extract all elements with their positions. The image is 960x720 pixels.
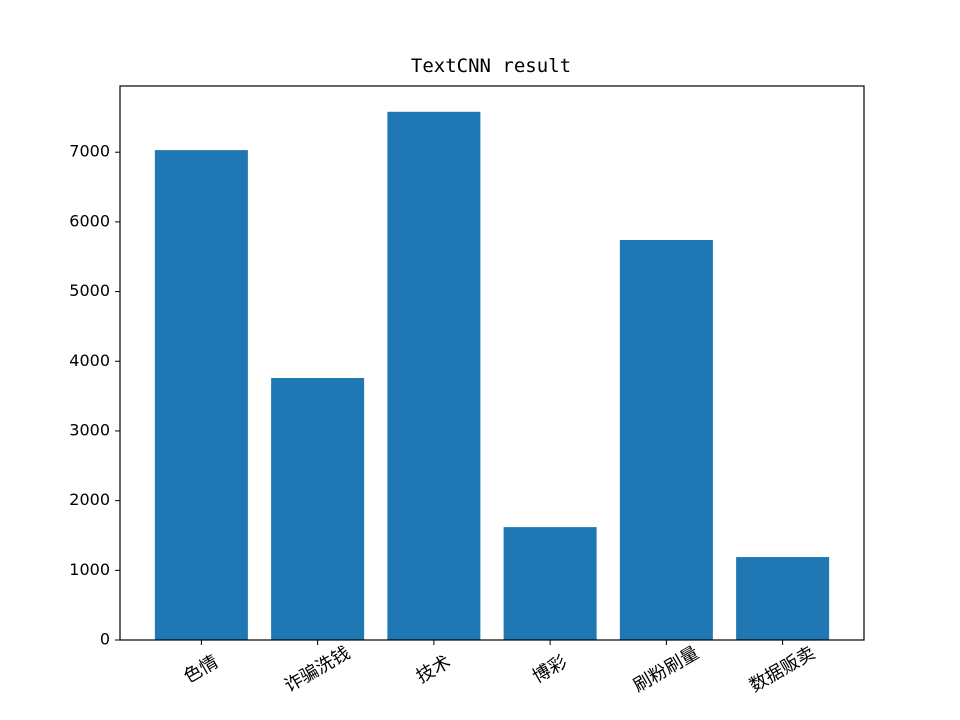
bar-1 [154, 150, 248, 640]
y-tick-label: 2000 [69, 490, 110, 509]
chart-title: TextCNN result [411, 55, 571, 77]
bar-3 [387, 111, 481, 641]
x-tick-label: 刷粉刷量 [630, 642, 703, 696]
x-tick-label: 诈骗洗钱 [281, 642, 354, 696]
x-tick-label: 数据贩卖 [746, 642, 819, 696]
y-tick-label: 1000 [69, 560, 110, 579]
y-axis: 0 1000 2000 3000 4000 5000 6000 7000 [69, 142, 120, 649]
plot-frame [119, 85, 865, 641]
y-tick-label: 3000 [69, 420, 110, 439]
y-tick-label: 6000 [69, 211, 110, 230]
x-tick-label: 博彩 [529, 651, 571, 687]
y-tick-label: 7000 [69, 142, 110, 161]
bar-2 [271, 377, 365, 640]
y-tick-label: 4000 [69, 351, 110, 370]
x-tick-label: 色情 [180, 651, 222, 687]
bars-group [154, 111, 830, 641]
x-axis: 色情 诈骗洗钱 技术 博彩 刷粉刷量 数据贩卖 [180, 640, 819, 697]
bar-6 [736, 557, 830, 640]
x-tick-label: 技术 [413, 651, 455, 687]
y-tick-label: 5000 [69, 281, 110, 300]
y-tick-label: 0 [100, 630, 110, 649]
bar-4 [503, 527, 597, 640]
bar-5 [619, 240, 713, 640]
